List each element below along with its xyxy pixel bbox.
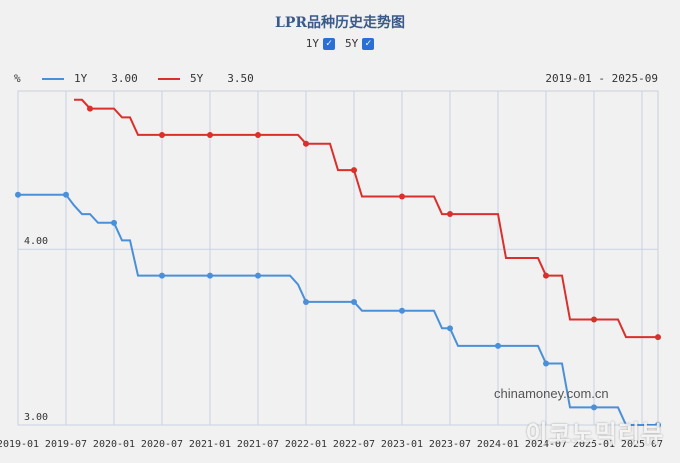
data-point-1y xyxy=(543,360,549,367)
data-point-5y xyxy=(207,131,213,138)
data-point-1y xyxy=(655,422,661,428)
data-point-1y xyxy=(303,298,309,305)
data-point-5y xyxy=(159,131,165,138)
data-point-1y xyxy=(447,325,453,332)
x-tick-label: 2020-07 xyxy=(141,439,183,450)
data-point-1y xyxy=(63,191,69,198)
y-tick-label: 3.00 xyxy=(24,412,48,423)
data-point-5y xyxy=(447,211,453,218)
data-point-1y xyxy=(15,191,21,198)
checkbox-5y-icon[interactable]: ✓ xyxy=(362,37,375,50)
toggle-1y[interactable]: 1Y ✓ xyxy=(306,37,335,50)
x-tick-label: 2019-07 xyxy=(45,439,87,450)
legend-swatch-5y xyxy=(158,77,180,80)
x-tick-label: 2023-07 xyxy=(429,439,471,450)
legend-value-1y: 3.00 xyxy=(111,72,138,85)
data-point-1y xyxy=(399,307,405,314)
toggle-1y-label: 1Y xyxy=(305,37,319,50)
series-toggles: 1Y ✓ 5Y ✓ xyxy=(0,37,680,50)
data-point-1y xyxy=(351,298,357,305)
data-point-1y xyxy=(159,272,165,279)
legend-value-5y: 3.50 xyxy=(227,72,254,85)
x-tick-label: 2022-01 xyxy=(285,439,327,450)
legend-name-5y: 5Y xyxy=(190,72,204,85)
data-point-5y xyxy=(543,272,549,279)
chart-title: LPR品种历史走势图 xyxy=(274,15,405,31)
x-tick-label: 2025-07 xyxy=(621,439,663,450)
toggle-5y-label: 5Y xyxy=(345,37,359,50)
legend-item-1y[interactable]: 1Y 3.00 xyxy=(42,72,138,85)
data-point-1y xyxy=(111,219,117,226)
data-point-5y xyxy=(351,167,357,174)
data-point-5y xyxy=(87,105,93,112)
legend-row: % 1Y 3.00 5Y 3.50 2019-01 - 2025-09 xyxy=(0,72,680,88)
x-tick-label: 2025-01 xyxy=(573,439,615,450)
x-tick-label: 2020-01 xyxy=(93,439,135,450)
data-point-1y xyxy=(591,404,597,411)
checkbox-1y-icon[interactable]: ✓ xyxy=(323,37,335,50)
watermark-text: chinamoney.com.cn xyxy=(494,386,609,401)
data-point-1y xyxy=(255,272,261,279)
data-point-5y xyxy=(303,140,309,147)
y-tick-label: 4.00 xyxy=(24,236,48,247)
x-tick-label: 2021-07 xyxy=(237,439,279,450)
legend-swatch-1y xyxy=(42,77,64,80)
unit-label: % xyxy=(14,72,21,85)
data-point-5y xyxy=(655,334,661,341)
data-point-1y xyxy=(495,342,501,349)
data-point-5y xyxy=(255,131,261,138)
date-range: 2019-01 - 2025-09 xyxy=(545,72,658,85)
x-tick-label: 2019-01 xyxy=(0,439,39,450)
x-tick-label: 2024-07 xyxy=(525,439,567,450)
plot-area xyxy=(17,90,659,426)
data-point-5y xyxy=(591,316,597,323)
x-tick-label: 2024-01 xyxy=(477,439,519,450)
data-point-5y xyxy=(399,193,405,200)
data-point-1y xyxy=(207,272,213,279)
x-tick-label: 2023-01 xyxy=(381,439,423,450)
legend-item-5y[interactable]: 5Y 3.50 xyxy=(158,72,254,85)
x-tick-label: 2022-07 xyxy=(333,439,375,450)
corner-logo: 이코노믹리뷰 xyxy=(525,420,664,448)
legend-name-1y: 1Y xyxy=(74,72,88,85)
toggle-5y[interactable]: 5Y ✓ xyxy=(345,37,375,50)
x-tick-label: 2021-01 xyxy=(189,439,231,450)
